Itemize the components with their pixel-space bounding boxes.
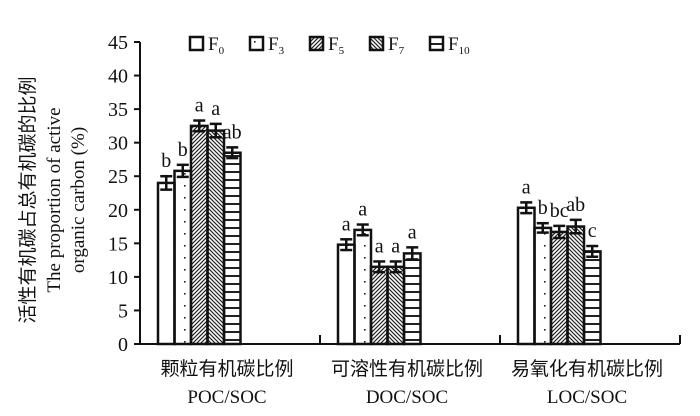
y-tick-label: 30: [108, 133, 128, 155]
bar: [336, 243, 356, 346]
category-label-cn: 可溶性有机碳比例: [331, 358, 483, 380]
significance-letter: b: [161, 150, 171, 172]
bar: [582, 250, 602, 346]
significance-letter: a: [408, 221, 417, 243]
legend-label-sub: 10: [459, 45, 471, 57]
significance-letter: b: [538, 197, 548, 219]
y-tick-label: 35: [108, 99, 128, 121]
legend-swatch: [248, 35, 265, 52]
legend-label-sub: 0: [219, 45, 225, 57]
legend-label-sub: 5: [339, 45, 345, 57]
category-label-cn: 颗粒有机碳比例: [160, 358, 293, 380]
significance-letter: a: [375, 235, 384, 257]
bar: [516, 206, 536, 346]
legend-swatch: [428, 35, 445, 52]
legend-label: F10: [448, 34, 470, 57]
bar: [222, 151, 242, 346]
legend-label: F5: [328, 34, 345, 57]
bar: [533, 226, 553, 346]
significance-letter: c: [588, 220, 597, 242]
legend-label-main: F: [328, 34, 339, 55]
legend-label-main: F: [268, 34, 279, 55]
bar: [566, 225, 586, 346]
bar: [549, 230, 569, 346]
legend-label: F0: [208, 34, 225, 57]
y-axis-label-en-1: The proportion of active: [44, 107, 65, 292]
significance-letter: a: [342, 213, 351, 235]
legend: F0 F3 F5 F7 F10: [188, 34, 470, 57]
legend-label-main: F: [448, 34, 459, 55]
y-tick-label: 45: [108, 32, 128, 54]
y-tick-label: 20: [108, 200, 128, 222]
y-axis-label: 活性有机碳占总有机碳的比例 The proportion of active o…: [17, 76, 89, 323]
legend-swatch: [308, 35, 325, 52]
bar: [156, 181, 176, 346]
bar: [386, 265, 406, 346]
significance-letter: ab: [566, 194, 585, 216]
y-tick-label: 0: [118, 334, 128, 356]
significance-letter: bc: [550, 200, 569, 222]
significance-letter: ab: [223, 121, 242, 143]
category-label-cn: 易氧化有机碳比例: [511, 358, 663, 380]
y-axis-label-en-2: organic carbon (%): [68, 127, 89, 273]
category-label-en: DOC/SOC: [366, 387, 448, 408]
significance-letter: a: [358, 199, 367, 221]
significance-letter: a: [522, 176, 531, 198]
bar: [206, 129, 226, 346]
significance-letter: a: [391, 235, 400, 257]
category-label-en: POC/SOC: [187, 387, 266, 408]
legend-label-main: F: [208, 34, 219, 55]
y-tick-label: 15: [108, 233, 128, 255]
y-axis-label-cn: 活性有机碳占总有机碳的比例: [17, 76, 39, 323]
y-tick-label: 5: [118, 300, 128, 322]
y-tick-label: 25: [108, 166, 128, 188]
bar: [402, 252, 422, 346]
y-tick-label: 10: [108, 267, 128, 289]
bar: [189, 124, 209, 346]
significance-letter: a: [211, 98, 220, 120]
significance-letter: b: [178, 139, 188, 161]
legend-swatch: [188, 35, 205, 52]
legend-label-sub: 7: [399, 45, 405, 57]
legend-swatch: [368, 35, 385, 52]
significance-letter: a: [195, 95, 204, 117]
bar: [369, 265, 389, 346]
legend-label: F3: [268, 34, 285, 57]
legend-label-main: F: [388, 34, 399, 55]
category-label-en: LOC/SOC: [547, 387, 627, 408]
legend-label-sub: 3: [279, 45, 285, 57]
legend-label: F7: [388, 34, 405, 57]
y-tick-label: 40: [108, 66, 128, 88]
bar: [353, 228, 373, 346]
bar: [173, 169, 193, 346]
